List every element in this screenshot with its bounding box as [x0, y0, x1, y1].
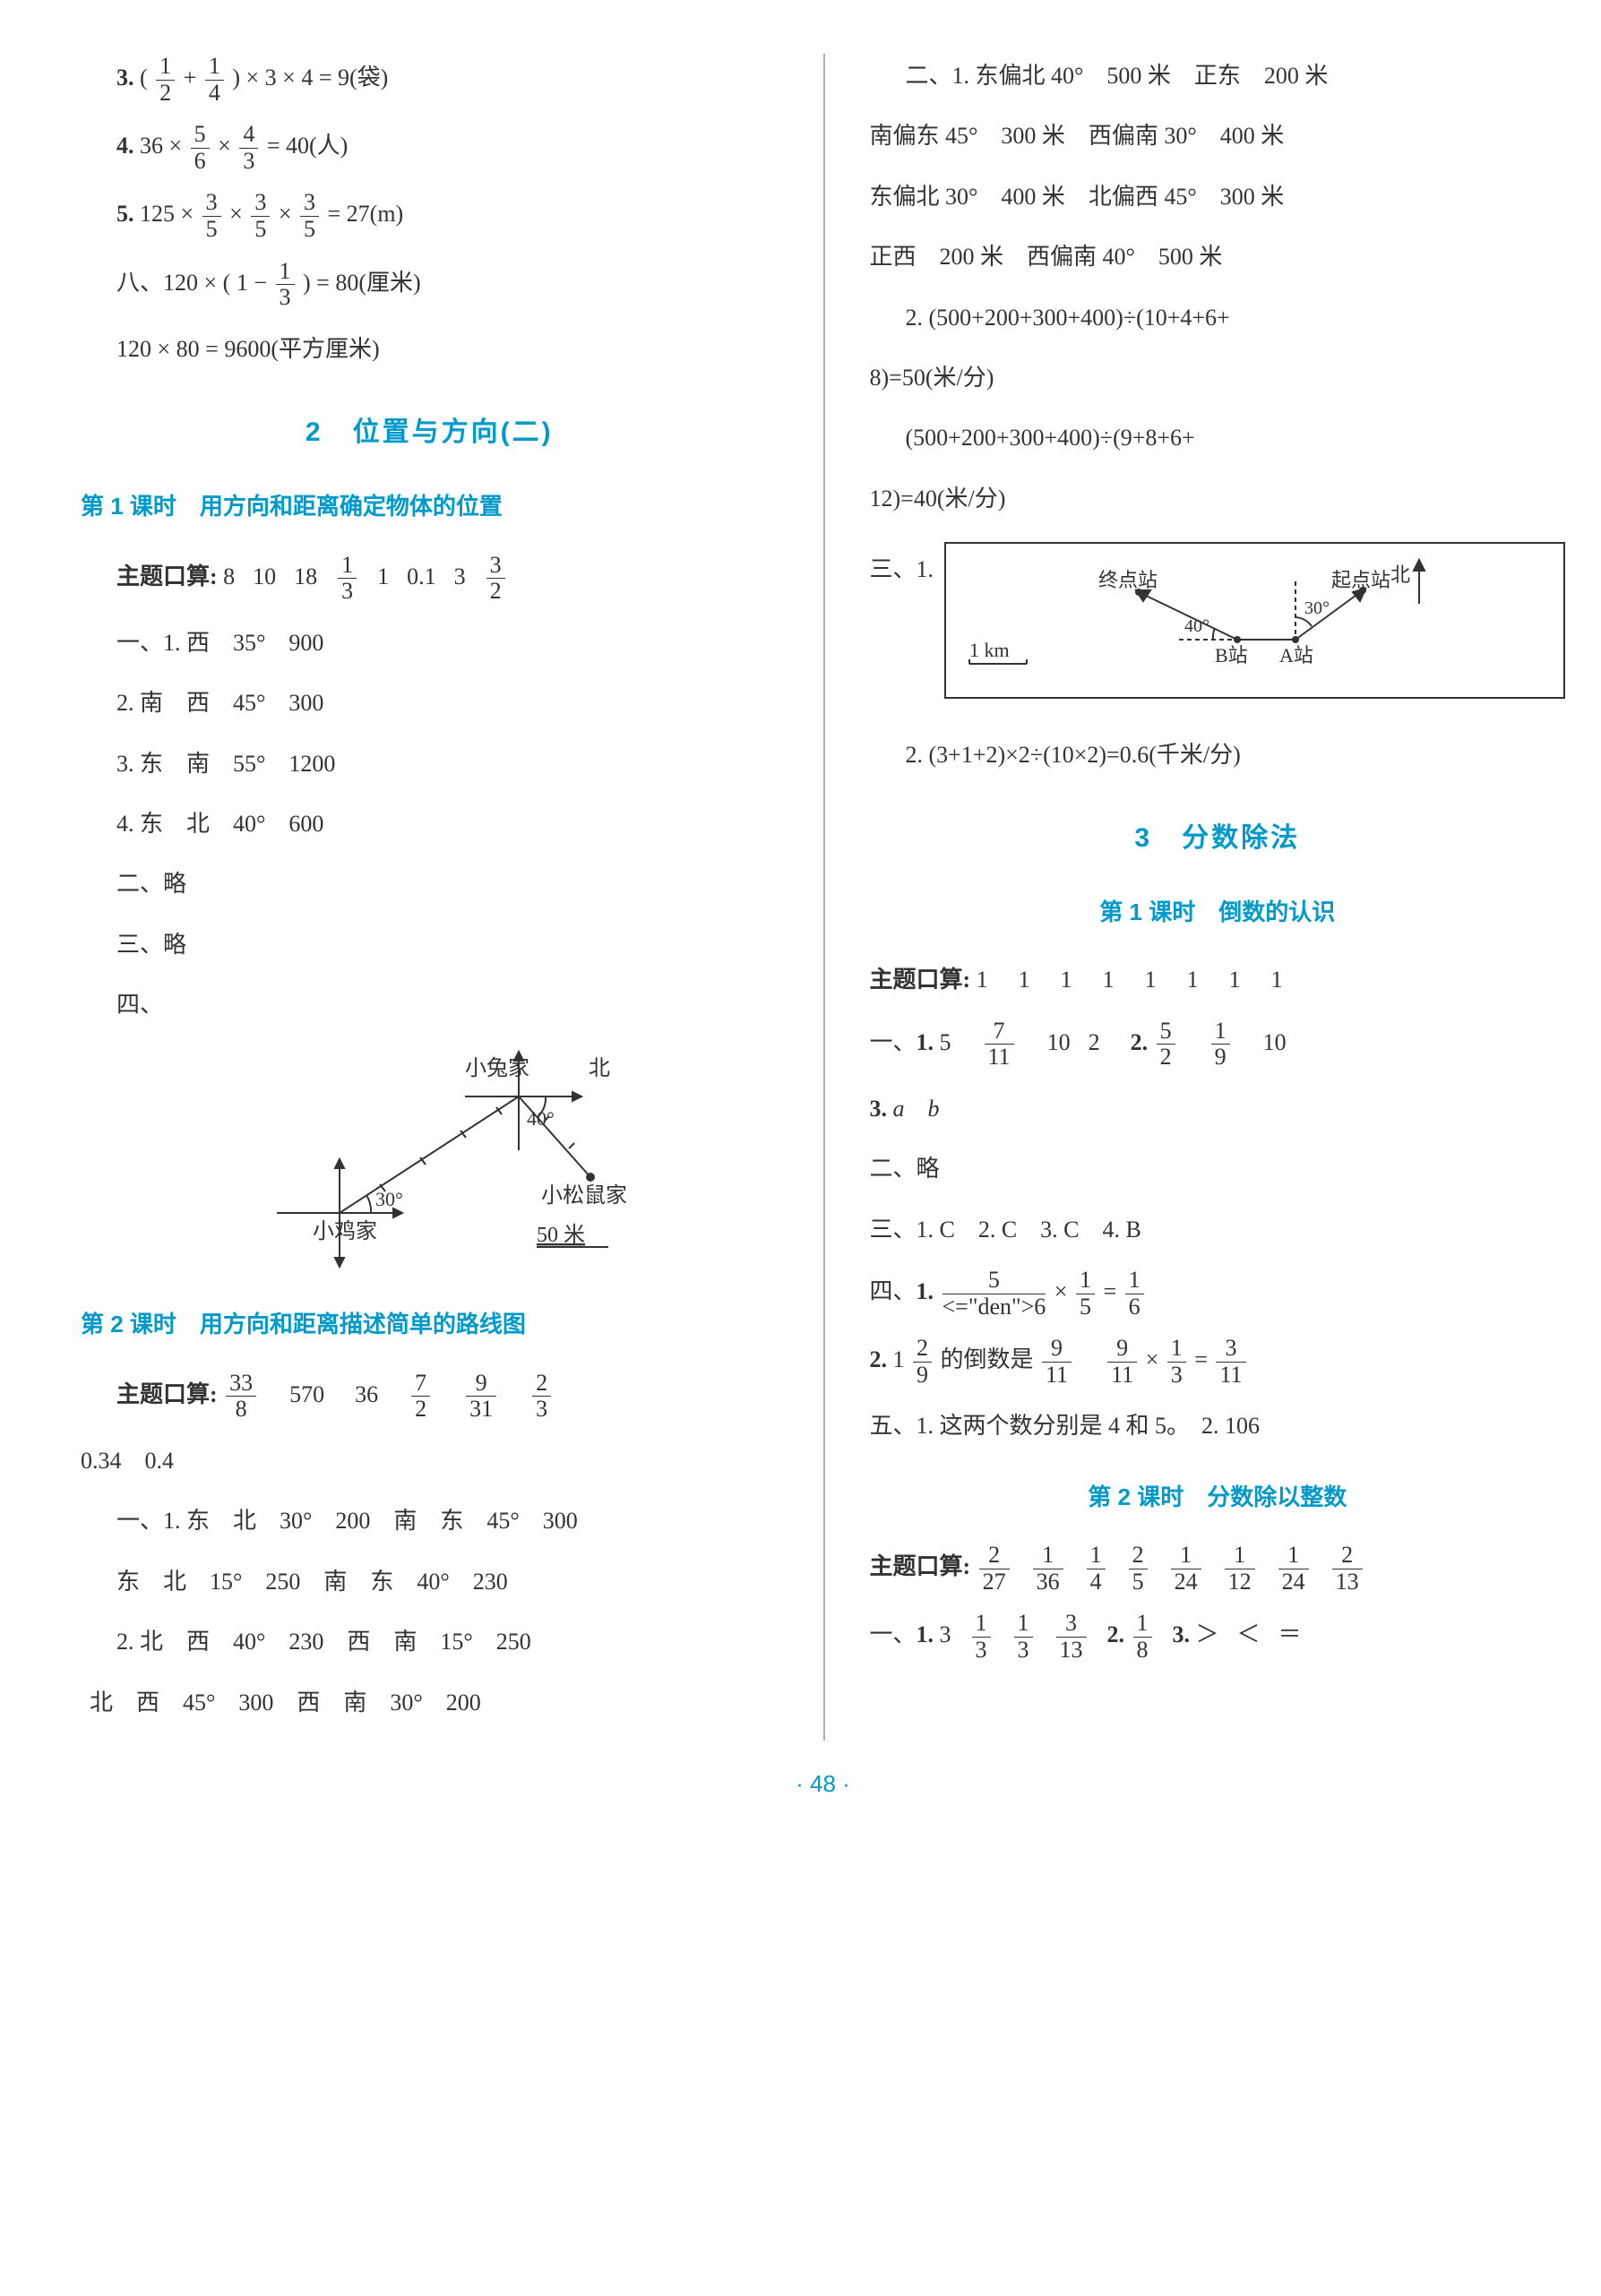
- y2-2a: 2. 北 西 40° 230 西 南 15° 250: [81, 1620, 779, 1664]
- answer-8b: 120 × 80 = 9600(平方厘米): [81, 327, 779, 371]
- r-san-label: 三、1.: [870, 537, 934, 591]
- d2-start: 起点站: [1331, 569, 1390, 591]
- r-san3: 三、1. C 2. C 3. C 4. B: [870, 1208, 1566, 1251]
- label-scale: 50 米: [537, 1223, 585, 1247]
- r-er2-3: (500+200+300+400)÷(9+8+6+: [870, 416, 1566, 460]
- chapter-2-title: 2 位置与方向(二): [81, 407, 779, 458]
- y2-2b: 北 西 45° 300 西 南 30° 200: [81, 1681, 779, 1724]
- yi-2: 2. 南 西 45° 300: [81, 681, 779, 725]
- mental-math-2b: 0.34 0.4: [81, 1439, 779, 1483]
- r-mental-1: 主题口算: 11111111: [870, 958, 1566, 1002]
- r-si-1: 四、1. 5<="den">6 × 15 = 16: [870, 1268, 1566, 1320]
- d2-bstation: B站: [1215, 644, 1248, 666]
- diagram-2: 北 终点站 起点站 B站 A站 40° 30° 1 km: [964, 555, 1448, 671]
- r-wu: 五、1. 这两个数分别是 4 和 5。 2. 106: [870, 1404, 1566, 1448]
- diagram-2-box: 北 终点站 起点站 B站 A站 40° 30° 1 km: [944, 542, 1565, 698]
- label-squirrel: 小松鼠家: [541, 1183, 627, 1208]
- lesson-2-title: 第 2 课时 用方向和距离描述简单的路线图: [81, 1303, 779, 1346]
- r-san-row: 三、1.: [870, 537, 1566, 716]
- r-er: 二、略: [870, 1147, 1566, 1191]
- d2-north: 北: [1390, 563, 1410, 586]
- r-er2-1: 2. (500+200+300+400)÷(10+4+6+: [870, 296, 1566, 340]
- yi-4: 4. 东 北 40° 600: [81, 802, 779, 846]
- d2-angle30: 30°: [1304, 598, 1330, 618]
- label-north: 北: [589, 1056, 610, 1080]
- page-columns: 3. ( 12 + 14 ) × 3 × 4 = 9(袋) 4. 36 × 56…: [81, 54, 1565, 1741]
- diagram-1: 30° 40° 小鸡家 小兔家 北 小松鼠家 50 米: [223, 1043, 635, 1276]
- angle-40: 40°: [527, 1107, 555, 1130]
- d2-angle40: 40°: [1184, 616, 1209, 636]
- answer-4: 4. 36 × 56 × 43 = 40(人): [81, 122, 779, 174]
- yi-1: 一、1. 西 35° 900: [81, 621, 779, 665]
- yi-3: 3. 东 南 55° 1200: [81, 742, 779, 786]
- right-column: 二、1. 东偏北 40° 500 米 正东 200 米 南偏东 45° 300 …: [823, 54, 1566, 1741]
- r-er1-2: 南偏东 45° 300 米 西偏南 30° 400 米: [870, 114, 1566, 158]
- r-mental-2: 主题口算: 2271361425124112124213: [870, 1543, 1566, 1595]
- r-yi-3: 3. a b: [870, 1087, 1566, 1131]
- mental-math-2: 主题口算: 338570367293123: [81, 1371, 779, 1423]
- r-yi-1: 一、1. 57111022. 521910: [870, 1019, 1566, 1071]
- d2-terminus: 终点站: [1098, 569, 1158, 591]
- r-er1-1: 二、1. 东偏北 40° 500 米 正东 200 米: [870, 54, 1566, 98]
- answer-5: 5. 125 × 35 × 35 × 35 = 27(m): [81, 190, 779, 242]
- answer-3: 3. ( 12 + 14 ) × 3 × 4 = 9(袋): [81, 54, 779, 106]
- r-er2-4: 12)=40(米/分): [870, 477, 1566, 520]
- r-er2-2: 8)=50(米/分): [870, 356, 1566, 400]
- r-er1-4: 正西 200 米 西偏南 40° 500 米: [870, 235, 1566, 279]
- r-lesson-2-title: 第 2 课时 分数除以整数: [870, 1475, 1566, 1519]
- r-y2-1: 一、1. 313133132. 183. ＞＜＝: [870, 1611, 1566, 1663]
- left-column: 3. ( 12 + 14 ) × 3 × 4 = 9(袋) 4. 36 × 56…: [81, 54, 823, 1741]
- angle-30: 30°: [375, 1188, 403, 1210]
- r-lesson-1-title: 第 1 课时 倒数的认识: [870, 890, 1566, 934]
- d2-astation: A站: [1279, 644, 1313, 666]
- chapter-3-title: 3 分数除法: [870, 813, 1566, 864]
- page-footer: · 48 ·: [81, 1762, 1565, 1806]
- label-rabbit: 小兔家: [465, 1056, 529, 1080]
- si-label: 四、: [81, 983, 779, 1027]
- r-san2: 2. (3+1+2)×2÷(10×2)=0.6(千米/分): [870, 733, 1566, 777]
- answer-8a: 八、120 × ( 1 − 13 ) = 80(厘米): [81, 259, 779, 311]
- r-er1-3: 东偏北 30° 400 米 北偏西 45° 300 米: [870, 175, 1566, 219]
- label-chicken: 小鸡家: [313, 1219, 377, 1243]
- y2-1a: 一、1. 东 北 30° 200 南 东 45° 300: [81, 1499, 779, 1543]
- lesson-1-title: 第 1 课时 用方向和距离确定物体的位置: [81, 485, 779, 529]
- er: 二、略: [81, 862, 779, 906]
- y2-1b: 东 北 15° 250 南 东 40° 230: [81, 1560, 779, 1604]
- mental-math-1: 主题口算: 810181310.1332: [81, 553, 779, 605]
- d2-scale: 1 km: [969, 639, 1010, 661]
- san: 三、略: [81, 923, 779, 967]
- r-si-2: 2. 1 29 的倒数是 911911 × 13 = 311: [870, 1336, 1566, 1388]
